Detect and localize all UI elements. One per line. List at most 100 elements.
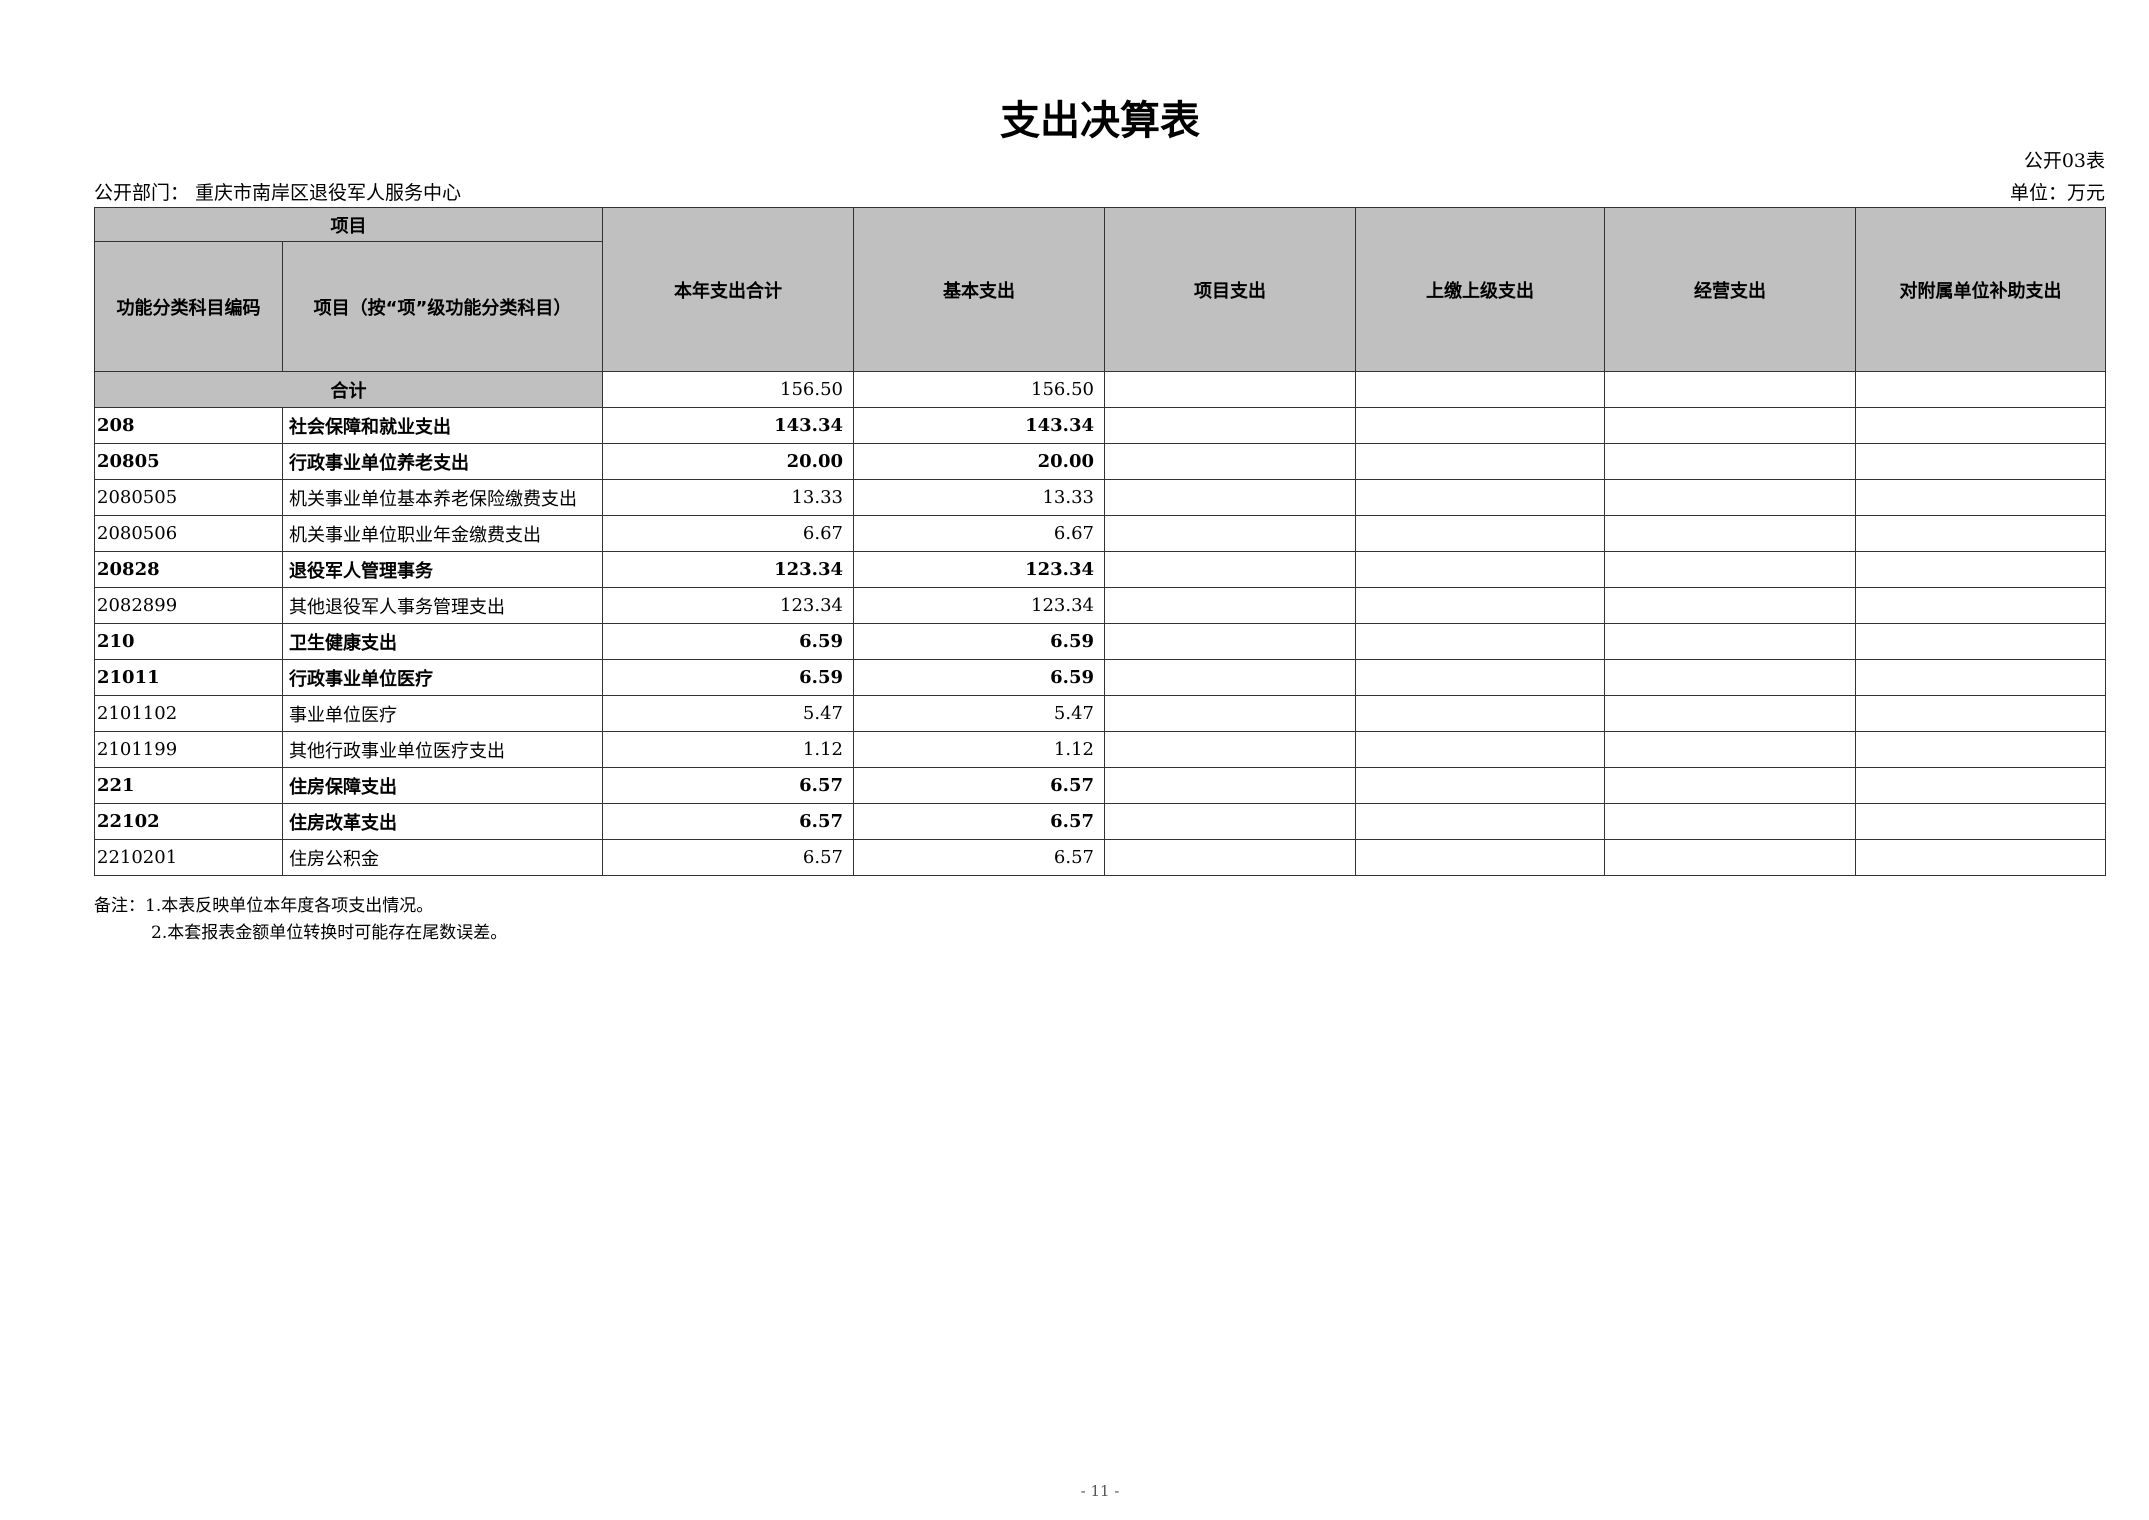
header-col: 上缴上级支出 — [1355, 207, 1605, 372]
row-value: 20.00 — [853, 443, 1105, 480]
row-value — [1104, 515, 1356, 552]
row-code: 20828 — [94, 551, 283, 588]
row-value: 6.57 — [853, 803, 1105, 840]
row-value — [1604, 515, 1856, 552]
row-value — [1604, 551, 1856, 588]
row-name: 卫生健康支出 — [282, 623, 603, 660]
row-value: 123.34 — [853, 551, 1105, 588]
row-value: 1.12 — [602, 731, 854, 768]
row-name: 行政事业单位养老支出 — [282, 443, 603, 480]
row-value — [1855, 407, 2106, 444]
table-row: 2080505 机关事业单位基本养老保险缴费支出 13.33 13.33 — [94, 479, 2106, 516]
table-row: 20805 行政事业单位养老支出 20.00 20.00 — [94, 443, 2106, 480]
row-value — [1855, 479, 2106, 516]
row-value — [1355, 587, 1605, 624]
row-value: 6.59 — [602, 623, 854, 660]
row-value — [1604, 803, 1856, 840]
row-value — [1355, 803, 1605, 840]
row-value — [1104, 407, 1356, 444]
row-value — [1355, 407, 1605, 444]
row-value — [1855, 443, 2106, 480]
header-col: 对附属单位补助支出 — [1855, 207, 2106, 372]
row-value: 6.57 — [602, 839, 854, 876]
row-value — [1355, 515, 1605, 552]
table-row: 22102 住房改革支出 6.57 6.57 — [94, 803, 2106, 840]
header-col: 基本支出 — [853, 207, 1105, 372]
row-code: 208 — [94, 407, 283, 444]
row-value — [1855, 767, 2106, 804]
row-value — [1104, 479, 1356, 516]
total-value — [1855, 371, 2106, 408]
row-value: 143.34 — [602, 407, 854, 444]
row-name: 行政事业单位医疗 — [282, 659, 603, 696]
row-value: 6.59 — [853, 623, 1105, 660]
row-code: 2080505 — [94, 479, 283, 516]
row-value — [1855, 731, 2106, 768]
row-code: 21011 — [94, 659, 283, 696]
header-col: 项目支出 — [1104, 207, 1356, 372]
row-code: 2082899 — [94, 587, 283, 624]
row-code: 210 — [94, 623, 283, 660]
row-value — [1604, 659, 1856, 696]
row-value: 5.47 — [602, 695, 854, 732]
table-row: 2082899 其他退役军人事务管理支出 123.34 123.34 — [94, 587, 2106, 624]
row-code: 2101199 — [94, 731, 283, 768]
row-value — [1104, 443, 1356, 480]
row-value — [1104, 623, 1356, 660]
row-name: 住房改革支出 — [282, 803, 603, 840]
row-name: 退役军人管理事务 — [282, 551, 603, 588]
row-value: 6.57 — [602, 803, 854, 840]
row-value: 6.67 — [853, 515, 1105, 552]
row-value: 123.34 — [602, 551, 854, 588]
row-name: 其他退役军人事务管理支出 — [282, 587, 603, 624]
table-row: 2101199 其他行政事业单位医疗支出 1.12 1.12 — [94, 731, 2106, 768]
row-name: 社会保障和就业支出 — [282, 407, 603, 444]
row-value — [1855, 551, 2106, 588]
notes: 备注：1.本表反映单位本年度各项支出情况。 2.本套报表金额单位转换时可能存在尾… — [94, 893, 507, 947]
row-value — [1355, 839, 1605, 876]
row-code: 2080506 — [94, 515, 283, 552]
row-value — [1104, 587, 1356, 624]
row-value — [1355, 479, 1605, 516]
row-value: 1.12 — [853, 731, 1105, 768]
row-code: 2210201 — [94, 839, 283, 876]
row-value — [1604, 407, 1856, 444]
row-value — [1604, 767, 1856, 804]
row-value — [1355, 767, 1605, 804]
row-value — [1355, 443, 1605, 480]
page-title: 支出决算表 — [1000, 98, 1200, 144]
row-name: 住房保障支出 — [282, 767, 603, 804]
row-code: 221 — [94, 767, 283, 804]
row-value: 5.47 — [853, 695, 1105, 732]
row-value: 6.57 — [602, 767, 854, 804]
row-value — [1104, 551, 1356, 588]
table-row: 21011 行政事业单位医疗 6.59 6.59 — [94, 659, 2106, 696]
row-value — [1604, 587, 1856, 624]
table-row: 2210201 住房公积金 6.57 6.57 — [94, 839, 2106, 876]
note-line: 备注：1.本表反映单位本年度各项支出情况。 — [94, 896, 434, 916]
row-value — [1104, 803, 1356, 840]
row-value: 123.34 — [602, 587, 854, 624]
row-value — [1355, 731, 1605, 768]
row-name: 机关事业单位基本养老保险缴费支出 — [282, 479, 603, 516]
row-name: 其他行政事业单位医疗支出 — [282, 731, 603, 768]
table-row: 208 社会保障和就业支出 143.34 143.34 — [94, 407, 2106, 444]
row-value — [1355, 551, 1605, 588]
total-row: 合计 156.50 156.50 — [94, 371, 2106, 408]
row-value: 123.34 — [853, 587, 1105, 624]
expenditure-table: 项目 本年支出合计 基本支出 项目支出 上缴上级支出 经营支出 对附属单位补助支… — [94, 207, 2106, 876]
total-value — [1104, 371, 1356, 408]
row-value: 6.59 — [853, 659, 1105, 696]
page-number: - 11 - — [1080, 1482, 1120, 1500]
row-value: 6.67 — [602, 515, 854, 552]
unit-label: 单位：万元 — [2009, 182, 2105, 204]
total-value: 156.50 — [853, 371, 1105, 408]
total-value: 156.50 — [602, 371, 854, 408]
row-value: 143.34 — [853, 407, 1105, 444]
row-value — [1104, 839, 1356, 876]
row-value — [1355, 659, 1605, 696]
total-value — [1355, 371, 1605, 408]
row-code: 2101102 — [94, 695, 283, 732]
row-value: 13.33 — [853, 479, 1105, 516]
row-value: 13.33 — [602, 479, 854, 516]
